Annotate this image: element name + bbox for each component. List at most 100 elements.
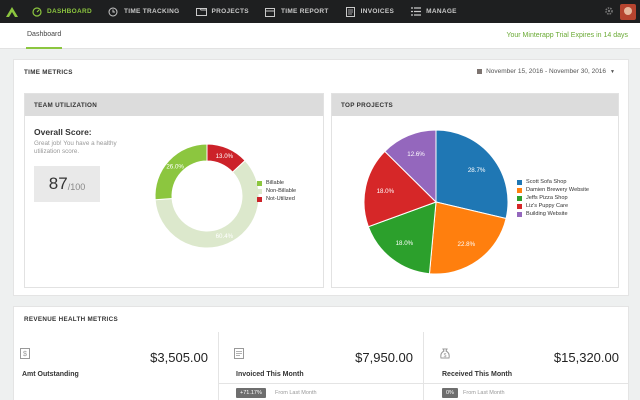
avatar[interactable] [620, 3, 636, 20]
projects-legend: Scott Sofa Shop Damien Brewery Website Jef… [517, 178, 589, 218]
invoiced-from-label: From Last Month [275, 390, 317, 396]
pie-slice-damien-brewery-website[interactable] [428, 201, 507, 275]
nav-invoices-label: INVOICES [360, 8, 395, 15]
pie-data-label: 12.6% [407, 151, 425, 158]
legend-swatch [517, 211, 522, 217]
top-projects-title: TOP PROJECTS [341, 101, 394, 109]
pie-slice-building-website[interactable] [384, 129, 437, 204]
legend-label: Building Website [526, 211, 568, 217]
legend-label: Jeffs Pizza Shop [526, 195, 568, 201]
top-projects-header: TOP PROJECTS [332, 94, 618, 116]
team-utilization-title: TEAM UTILIZATION [34, 101, 98, 109]
time-metrics-card: TIME METRICS November 15, 2016 - Novembe… [13, 59, 629, 296]
legend-label: Not-Utilized [266, 196, 295, 202]
pie-slice-jeffs-pizza-shop[interactable] [367, 201, 437, 275]
legend-swatch [517, 203, 522, 209]
speedometer-icon [31, 6, 42, 17]
pie-slice-liz-s-puppy-care[interactable] [363, 150, 437, 228]
received-this-month-label: Received This Month [442, 371, 513, 378]
utilization-donut-chart: 13.0% 60.4% 26.0% [154, 143, 260, 249]
pie-data-label: 18.0% [396, 240, 414, 247]
overall-score-label: Overall Score: [34, 127, 92, 137]
nav-projects[interactable]: PROJECTS [188, 0, 257, 23]
divider [219, 383, 423, 384]
nav-invoices[interactable]: INVOICES [337, 0, 402, 23]
nav-time-report-label: TIME REPORT [280, 8, 329, 15]
nav-dashboard-label: DASHBOARD [47, 8, 92, 15]
revenue-card: REVENUE HEALTH METRICS $ $3,505.00 Amt O… [13, 306, 629, 400]
pie-slice-billable[interactable] [154, 143, 208, 201]
document-icon [234, 346, 244, 359]
nav-time-report[interactable]: TIME REPORT [257, 0, 337, 23]
app-logo-icon[interactable] [0, 0, 23, 23]
legend-item[interactable]: Billable [257, 179, 296, 187]
received-change-badge: 0% [442, 388, 458, 398]
folder-icon [195, 6, 207, 17]
invoiced-change-badge: +71.17% [236, 388, 266, 398]
calendar-icon [265, 6, 276, 17]
invoiced-this-month-cell: $7,950.00 Invoiced This Month +71.17% Fr… [219, 332, 424, 400]
legend-item[interactable]: Damien Brewery Website [517, 186, 589, 194]
nav-right-group [604, 3, 640, 21]
legend-label: Damien Brewery Website [526, 187, 590, 193]
received-this-month-cell: $ $15,320.00 Received This Month 0% From… [424, 332, 629, 400]
legend-item[interactable]: Not-Utilized [257, 195, 296, 203]
legend-swatch [257, 188, 262, 194]
svg-text:$: $ [23, 351, 27, 358]
legend-item[interactable]: Scott Sofa Shop [517, 178, 589, 186]
sub-header: Dashboard Your Minterapp Trial Expires i… [0, 23, 640, 49]
legend-swatch [517, 187, 522, 193]
amt-outstanding-cell: $ $3,505.00 Amt Outstanding [14, 332, 219, 400]
team-utilization-panel: TEAM UTILIZATION Overall Score: Great jo… [24, 93, 324, 288]
clock-icon [108, 6, 119, 17]
legend-swatch [517, 179, 522, 185]
top-nav: DASHBOARD TIME TRACKING PROJECTS TIME RE… [0, 0, 640, 23]
legend-item[interactable]: Liz's Puppy Care [517, 202, 589, 210]
score-value: 87 [48, 174, 68, 193]
legend-item[interactable]: Building Website [517, 210, 589, 218]
nav-projects-label: PROJECTS [211, 8, 249, 15]
money-bag-icon: $ [440, 346, 450, 359]
pie-data-label: 13.0% [216, 153, 234, 160]
nav-manage-label: MANAGE [426, 8, 457, 15]
gear-icon[interactable] [604, 3, 614, 21]
calendar-icon [477, 69, 483, 74]
legend-label: Liz's Puppy Care [526, 203, 569, 209]
pie-data-label: 26.0% [166, 163, 184, 170]
svg-text:$: $ [444, 353, 447, 359]
legend-label: Scott Sofa Shop [526, 179, 567, 185]
date-range-label: November 15, 2016 - November 30, 2016 [486, 68, 607, 75]
score-max: /100 [67, 181, 86, 192]
nav-dashboard[interactable]: DASHBOARD [23, 0, 100, 23]
score-box: 87 /100 [34, 166, 100, 202]
top-projects-pie-chart: 28.7% 22.8% 18.0% 18.0% 12.6% [363, 129, 509, 275]
time-metrics-title: TIME METRICS [24, 69, 73, 76]
document-icon [345, 6, 356, 17]
nav-time-tracking[interactable]: TIME TRACKING [100, 0, 188, 23]
pie-data-label: 60.4% [216, 233, 234, 240]
overall-score-description: Great job! You have a healthy utilizatio… [34, 140, 117, 155]
amt-outstanding-label: Amt Outstanding [22, 371, 79, 378]
legend-label: Non-Billable [266, 188, 297, 194]
legend-label: Billable [266, 180, 285, 186]
top-projects-panel: TOP PROJECTS 28.7% 22.8% 18.0% 18.0% 12.6% S… [331, 93, 619, 288]
received-from-label: From Last Month [463, 390, 505, 396]
invoiced-this-month-label: Invoiced This Month [236, 371, 304, 378]
legend-swatch [257, 196, 262, 202]
amt-outstanding-value: $3,505.00 [150, 350, 208, 365]
team-utilization-header: TEAM UTILIZATION [25, 94, 323, 116]
tab-dashboard[interactable]: Dashboard [26, 23, 63, 49]
legend-swatch [257, 180, 262, 186]
legend-item[interactable]: Jeffs Pizza Shop [517, 194, 589, 202]
nav-manage[interactable]: MANAGE [402, 0, 465, 23]
nav-time-tracking-label: TIME TRACKING [123, 8, 180, 15]
received-this-month-value: $15,320.00 [553, 350, 619, 365]
trial-notice[interactable]: Your Minterapp Trial Expires in 14 days [506, 32, 628, 39]
caret-down-icon: ▼ [610, 68, 615, 75]
divider [424, 383, 629, 384]
pie-data-label: 28.7% [468, 167, 486, 174]
pie-slice-scott-sofa-shop[interactable] [435, 129, 509, 220]
legend-item[interactable]: Non-Billable [257, 187, 296, 195]
pie-slice-non-billable[interactable] [154, 159, 260, 249]
date-range-picker[interactable]: November 15, 2016 - November 30, 2016 ▼ [477, 68, 615, 75]
